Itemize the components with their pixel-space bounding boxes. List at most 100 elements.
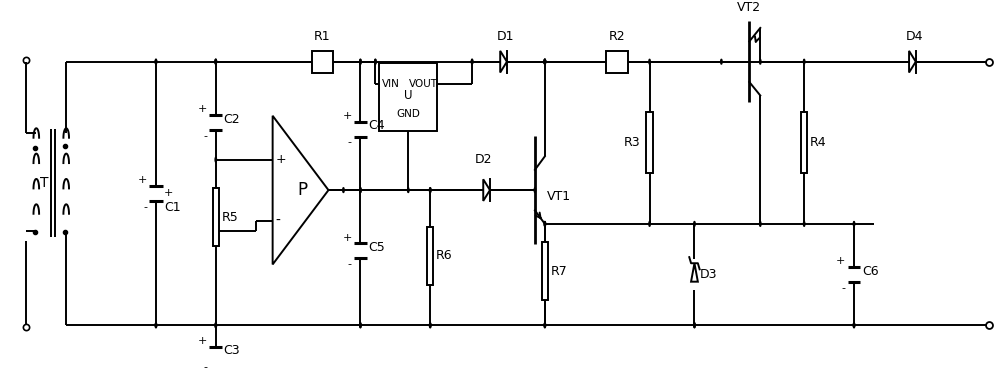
Circle shape [360, 188, 361, 192]
Circle shape [544, 59, 546, 64]
Text: -: - [348, 259, 352, 269]
Circle shape [429, 323, 431, 328]
Text: C3: C3 [223, 344, 240, 357]
Text: R3: R3 [624, 136, 641, 149]
Circle shape [721, 59, 722, 64]
Text: C5: C5 [368, 241, 385, 254]
Text: C1: C1 [164, 201, 181, 214]
Text: -: - [842, 283, 846, 293]
Text: +: + [343, 111, 352, 121]
Text: D4: D4 [906, 30, 924, 43]
Circle shape [215, 59, 216, 64]
Text: VOUT: VOUT [409, 78, 438, 89]
Text: -: - [143, 202, 147, 212]
Text: R2: R2 [608, 30, 625, 43]
Circle shape [544, 323, 546, 328]
Text: T: T [40, 176, 49, 190]
Circle shape [544, 59, 546, 64]
Circle shape [215, 157, 216, 162]
Polygon shape [483, 179, 490, 201]
Bar [646, 112, 653, 173]
Text: +: + [138, 175, 147, 185]
Text: -: - [348, 137, 352, 147]
Circle shape [544, 59, 546, 64]
Text: R1: R1 [314, 30, 331, 43]
Text: D3: D3 [700, 268, 717, 281]
Text: C6: C6 [862, 265, 879, 278]
Text: C4: C4 [368, 119, 384, 132]
Circle shape [360, 59, 361, 64]
Circle shape [215, 59, 216, 64]
Text: U: U [404, 89, 413, 102]
Bar [312, 51, 333, 73]
Text: +: + [198, 336, 207, 346]
Text: C2: C2 [223, 113, 240, 126]
Bar [379, 63, 437, 131]
Text: +: + [198, 105, 207, 115]
Circle shape [803, 222, 805, 226]
Bar [213, 188, 219, 246]
Circle shape [694, 323, 695, 328]
Text: R7: R7 [551, 265, 568, 278]
Circle shape [471, 59, 473, 64]
Circle shape [215, 59, 216, 64]
Text: -: - [203, 362, 207, 372]
Text: +: + [276, 153, 286, 166]
Circle shape [360, 323, 361, 328]
Text: R4: R4 [810, 136, 827, 149]
Text: GND: GND [396, 109, 420, 119]
Circle shape [534, 188, 536, 192]
Circle shape [544, 59, 546, 64]
Text: VT1: VT1 [547, 190, 571, 203]
Circle shape [853, 222, 855, 226]
Circle shape [471, 59, 473, 64]
Text: +: + [343, 233, 352, 243]
Circle shape [429, 188, 431, 192]
Circle shape [155, 323, 157, 328]
Circle shape [803, 59, 805, 64]
Circle shape [155, 59, 157, 64]
Circle shape [694, 323, 695, 328]
Bar [801, 112, 807, 173]
Circle shape [360, 188, 361, 192]
Text: VIN: VIN [382, 78, 400, 89]
Circle shape [375, 59, 376, 64]
Circle shape [649, 59, 650, 64]
Circle shape [408, 188, 409, 192]
Text: +: + [164, 189, 173, 199]
Polygon shape [691, 263, 698, 282]
Circle shape [360, 59, 361, 64]
Circle shape [760, 59, 761, 64]
Circle shape [853, 323, 855, 328]
Circle shape [343, 188, 344, 192]
Circle shape [544, 222, 546, 226]
Text: R5: R5 [222, 211, 239, 224]
Circle shape [544, 59, 546, 64]
Circle shape [215, 323, 216, 328]
Text: -: - [203, 131, 207, 141]
Bar [542, 243, 548, 300]
Circle shape [360, 323, 361, 328]
Text: D1: D1 [497, 30, 515, 43]
Polygon shape [273, 116, 328, 264]
Circle shape [694, 222, 695, 226]
Circle shape [649, 222, 650, 226]
Circle shape [853, 323, 855, 328]
Text: P: P [297, 181, 308, 199]
Text: +: + [836, 256, 846, 266]
Bar [427, 227, 433, 285]
Circle shape [429, 188, 431, 192]
Circle shape [155, 59, 157, 64]
Text: VT2: VT2 [737, 1, 761, 15]
Text: R6: R6 [436, 250, 453, 263]
Text: -: - [276, 214, 280, 228]
Circle shape [375, 59, 376, 64]
Text: D2: D2 [474, 154, 492, 166]
Circle shape [155, 323, 157, 328]
Bar [606, 51, 628, 73]
Circle shape [760, 222, 761, 226]
Polygon shape [909, 51, 916, 73]
Circle shape [544, 222, 546, 226]
Circle shape [215, 323, 216, 328]
Circle shape [429, 323, 431, 328]
